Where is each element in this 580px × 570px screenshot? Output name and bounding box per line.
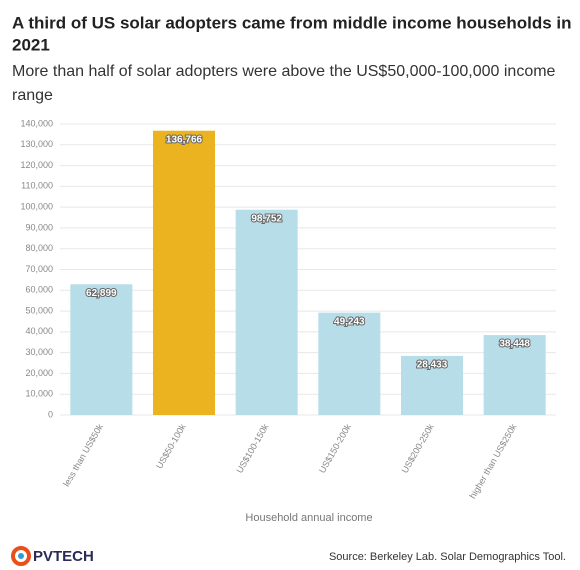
y-tick-label: 40,000 [25, 326, 53, 336]
x-tick-label: US$150-200k [317, 422, 353, 475]
value-label: 38,448 [499, 339, 530, 350]
logo-icon [11, 546, 31, 566]
y-tick-label: 100,000 [20, 202, 53, 212]
y-tick-label: 70,000 [25, 264, 53, 274]
value-label: 28,433 [417, 360, 448, 371]
y-tick-label: 60,000 [25, 285, 53, 295]
y-tick-label: 120,000 [20, 160, 53, 170]
bar [70, 284, 133, 415]
y-tick-label: 30,000 [25, 347, 53, 357]
y-tick-label: 10,000 [25, 389, 53, 399]
y-tick-label: 20,000 [25, 368, 53, 378]
logo-text: PVTECH [33, 548, 94, 565]
bar [235, 209, 298, 415]
chart-subtitle-line: range [12, 87, 53, 104]
chart-subtitle-line: More than half of solar adopters were ab… [12, 63, 556, 80]
value-label: 136,766 [166, 134, 203, 145]
y-tick-label: 50,000 [25, 305, 53, 315]
chart-title-line: A third of US solar adopters came from m… [12, 13, 572, 32]
y-tick-label: 140,000 [20, 118, 53, 128]
bar [483, 335, 546, 415]
value-label: 49,243 [334, 316, 365, 327]
y-tick-label: 90,000 [25, 222, 53, 232]
x-axis-title: Household annual income [245, 512, 372, 524]
bar [401, 355, 463, 415]
x-tick-label: US$100-150k [234, 422, 270, 475]
y-tick-label: 110,000 [21, 181, 53, 191]
value-label: 62,899 [86, 288, 117, 299]
y-tick-label: 0 [48, 409, 53, 419]
source: Source: Berkeley Lab. Solar Demographics… [329, 551, 566, 563]
value-label: 98,752 [251, 213, 282, 224]
chart-title-line: 2021 [12, 35, 50, 54]
x-tick-label: less than US$50k [61, 422, 105, 489]
bar [318, 312, 381, 415]
y-tick-label: 80,000 [25, 243, 53, 253]
x-tick-label: US$200-250k [400, 422, 436, 475]
x-tick-label: US$50-100k [154, 422, 188, 471]
logo: PVTECH [11, 546, 94, 566]
y-tick-label: 130,000 [20, 139, 53, 149]
bar [153, 130, 215, 415]
x-tick-label: higher than US$250k [468, 422, 519, 501]
logo-icon [18, 553, 24, 559]
